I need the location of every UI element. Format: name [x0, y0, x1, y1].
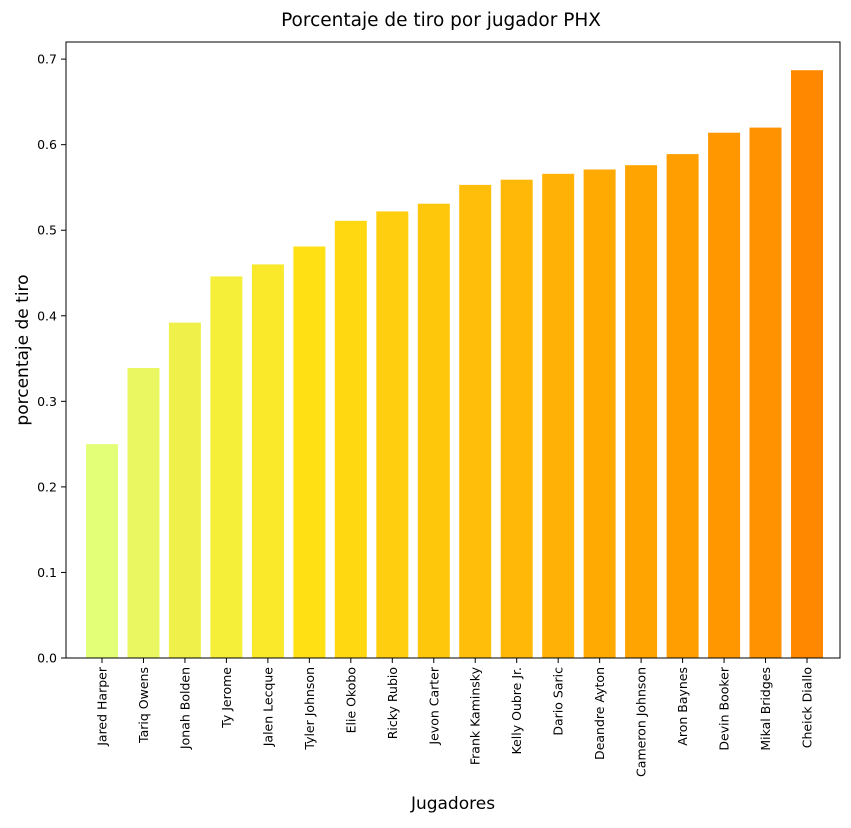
x-tick-label: Cheick Diallo: [800, 667, 815, 748]
bar-9: [417, 203, 450, 658]
bar-2: [127, 368, 160, 658]
bar-11: [500, 179, 533, 658]
bar-14: [625, 165, 658, 658]
y-tick-label: 0.1: [37, 565, 57, 580]
y-axis: 0.0 0.1 0.2 0.3 0.4 0.5 0.6 0.7: [37, 52, 66, 666]
bar-17: [749, 127, 782, 659]
bar-1: [86, 444, 118, 658]
bar-16: [708, 132, 741, 658]
y-tick-label: 0.3: [37, 394, 57, 409]
x-tick-label: Mikal Bridges: [758, 667, 773, 751]
bar-4: [210, 276, 243, 658]
plot-frame: [65, 41, 841, 659]
x-tick-label: Jared Harper: [95, 666, 110, 747]
chart-title: Porcentaje de tiro por jugador PHX: [281, 10, 601, 31]
x-tick-label: Frank Kaminsky: [468, 666, 483, 765]
bar-8: [376, 211, 409, 658]
bar-5: [251, 264, 284, 658]
x-tick-label: Aron Baynes: [675, 667, 690, 746]
x-tick-label: Devin Booker: [717, 666, 732, 750]
x-tick-label: Elie Okobo: [343, 667, 358, 733]
bar-13: [583, 169, 616, 658]
y-axis-title: porcentaje de tiro: [13, 274, 33, 425]
x-tick-label: Jalen Lecque: [260, 667, 275, 748]
bar-15: [666, 154, 699, 658]
x-tick-label: Deandre Ayton: [592, 667, 607, 760]
x-tick-label: Cameron Johnson: [634, 667, 649, 777]
x-tick-label: Ricky Rubio: [385, 667, 400, 739]
x-tick-label: Ty Jerome: [219, 667, 234, 729]
bar-10: [459, 184, 492, 658]
x-axis-title: Jugadores: [410, 794, 495, 814]
y-tick-label: 0.4: [37, 308, 57, 323]
x-tick-label: Dario Saric: [551, 667, 566, 736]
x-tick-label: Tariq Owens: [136, 667, 151, 744]
y-tick-label: 0.7: [37, 52, 57, 67]
x-tick-label: Kelly Oubre Jr.: [509, 667, 524, 754]
y-tick-label: 0.0: [37, 651, 57, 666]
bars-layer: [86, 70, 823, 659]
x-axis: Jared Harper Tariq Owens Jonah Bolden Ty Je…: [95, 658, 815, 777]
x-tick-label: Tyler Johnson: [302, 667, 317, 751]
bar-6: [293, 246, 326, 658]
y-tick-label: 0.6: [37, 137, 57, 152]
bar-3: [168, 322, 201, 658]
bar-12: [542, 173, 575, 659]
bar-18: [791, 70, 823, 658]
y-tick-label: 0.5: [37, 223, 57, 238]
y-tick-label: 0.2: [37, 479, 57, 494]
x-tick-label: Jonah Bolden: [177, 667, 192, 750]
x-tick-label: Jevon Carter: [426, 666, 441, 745]
bar-7: [334, 220, 367, 659]
